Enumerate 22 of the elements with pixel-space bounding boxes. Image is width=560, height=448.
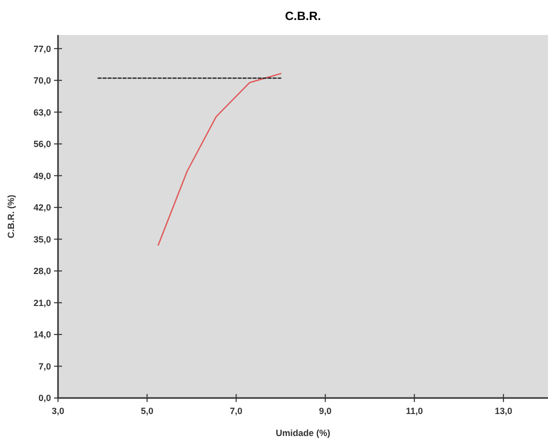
x-tick-label: 11,0 [406,406,423,416]
line-series [158,72,282,246]
y-tick-label: 49,0 [33,170,51,181]
x-axis-title: Umidade (%) [276,428,330,438]
x-tick-label: 5,0 [140,406,154,416]
x-tick-label: 3,0 [52,406,64,416]
x-tick-label: 13,0 [494,406,512,416]
y-tick-label: 42,0 [33,202,51,213]
y-tick-label: 35,0 [33,234,51,244]
y-tick-label: 63,0 [33,107,51,118]
y-tick-label: 7,0 [38,361,51,372]
y-tick-label: 14,0 [33,330,51,340]
y-tick-label: 0,0 [38,393,51,404]
y-tick-label: 70,0 [33,76,51,86]
chart-title: C.B.R. [285,9,321,23]
y-tick-label: 28,0 [33,266,51,276]
y-tick-label: 56,0 [33,139,51,150]
x-tick-label: 9,0 [319,406,332,416]
x-tick-label: 7,0 [230,406,242,416]
y-axis-title: C.B.R. (%) [6,194,16,238]
y-tick-label: 77,0 [33,44,51,54]
y-tick-label: 21,0 [33,298,51,308]
